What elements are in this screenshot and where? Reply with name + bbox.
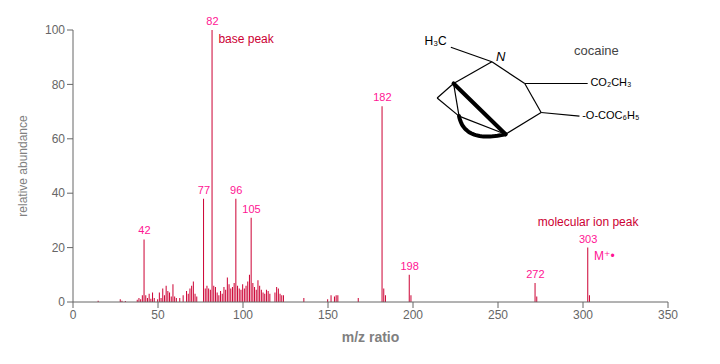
svg-text:CO₂CH₃: CO₂CH₃ bbox=[590, 76, 631, 88]
svg-text:300: 300 bbox=[573, 308, 593, 322]
svg-text:150: 150 bbox=[318, 308, 338, 322]
svg-text:0: 0 bbox=[70, 308, 77, 322]
svg-text:molecular ion peak: molecular ion peak bbox=[538, 215, 640, 229]
svg-text:80: 80 bbox=[52, 78, 66, 92]
svg-text:cocaine: cocaine bbox=[574, 43, 619, 58]
svg-text:182: 182 bbox=[373, 91, 391, 103]
svg-text:96: 96 bbox=[230, 184, 242, 196]
svg-text:relative abundance: relative abundance bbox=[16, 115, 30, 217]
svg-text:0: 0 bbox=[58, 295, 65, 309]
svg-text:250: 250 bbox=[488, 308, 508, 322]
svg-text:20: 20 bbox=[52, 241, 66, 255]
svg-text:base peak: base peak bbox=[218, 32, 274, 46]
svg-text:100: 100 bbox=[45, 23, 65, 37]
svg-text:272: 272 bbox=[526, 268, 544, 280]
svg-text:350: 350 bbox=[658, 308, 678, 322]
svg-text:82: 82 bbox=[206, 15, 218, 27]
svg-text:-O-COC₆H₅: -O-COC₆H₅ bbox=[582, 109, 639, 121]
svg-text:42: 42 bbox=[138, 224, 150, 236]
svg-text:m/z ratio: m/z ratio bbox=[342, 329, 400, 345]
svg-text:60: 60 bbox=[52, 132, 66, 146]
svg-text:200: 200 bbox=[403, 308, 423, 322]
svg-text:100: 100 bbox=[233, 308, 253, 322]
svg-text:N: N bbox=[496, 49, 506, 64]
svg-text:198: 198 bbox=[400, 260, 418, 272]
svg-text:303: 303 bbox=[579, 233, 597, 245]
svg-text:50: 50 bbox=[151, 308, 165, 322]
svg-text:105: 105 bbox=[242, 203, 260, 215]
svg-text:40: 40 bbox=[52, 186, 66, 200]
svg-text:77: 77 bbox=[198, 184, 210, 196]
svg-text:M⁺•: M⁺• bbox=[594, 249, 615, 263]
svg-text:H₃C: H₃C bbox=[425, 34, 448, 48]
